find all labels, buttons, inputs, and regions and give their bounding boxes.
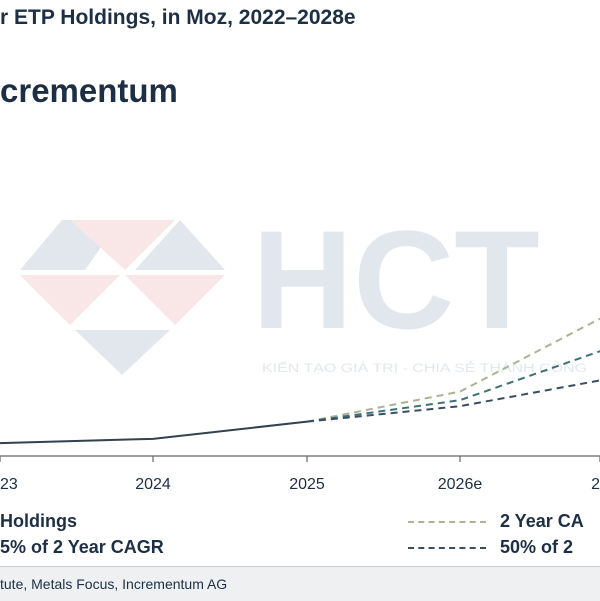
watermark-diamond-mid-left <box>20 275 120 325</box>
series-line-2 <box>306 350 600 423</box>
series-line-1 <box>306 317 600 423</box>
watermark-logo-text: HCT <box>252 201 540 358</box>
x-tick-label: 2 <box>591 476 600 493</box>
x-tick-label: 2024 <box>135 476 171 493</box>
legend-label-2yr-cagr: 2 Year CA <box>500 511 584 531</box>
source-footer: tute, Metals Focus, Incrementum AG <box>0 566 600 601</box>
series-line-0 <box>0 420 308 445</box>
legend-swatch-50pct-cagr <box>408 547 486 549</box>
watermark-tagline: KIẾN TẠO GIÁ TRỊ - CHIA SẺ THÀNH CÔNG <box>262 362 587 375</box>
watermark-diamond-top-left <box>20 220 120 270</box>
x-tick-label: 2025 <box>289 476 325 493</box>
x-tick-label: 2026e <box>438 476 483 493</box>
line-chart: HCT KIẾN TẠO GIÁ TRỊ - CHIA SẺ THÀNH CÔN… <box>0 201 600 493</box>
watermark-logo: HCT KIẾN TẠO GIÁ TRỊ - CHIA SẺ THÀNH CÔN… <box>20 201 587 375</box>
x-tick-label: 23 <box>0 476 18 493</box>
watermark-diamond-top-center <box>70 220 175 270</box>
brand-name: crementum <box>0 72 178 109</box>
legend-label-5pct-cagr: 5% of 2 Year CAGR <box>0 537 164 557</box>
watermark-diamond-top-right <box>135 220 225 270</box>
legend-label-holdings: Holdings <box>0 511 77 531</box>
series-line-3 <box>306 379 600 423</box>
legend-label-50pct-cagr: 50% of 2 <box>500 537 574 557</box>
chart-title: r ETP Holdings, in Moz, 2022–2028e <box>0 6 356 29</box>
legend-swatch-2yr-cagr <box>408 521 486 523</box>
source-text: tute, Metals Focus, Incrementum AG <box>0 576 228 592</box>
watermark-diamond-mid-right <box>125 275 225 325</box>
watermark-diamond-bottom <box>75 330 170 375</box>
